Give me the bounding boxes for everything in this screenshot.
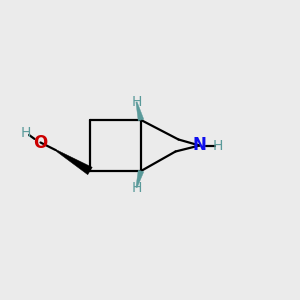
Polygon shape (55, 149, 92, 175)
Polygon shape (136, 102, 144, 121)
Text: H: H (20, 126, 31, 140)
Text: H: H (131, 95, 142, 109)
Text: N: N (193, 136, 206, 154)
Text: H: H (131, 181, 142, 194)
Polygon shape (136, 170, 144, 188)
Text: H: H (212, 139, 223, 152)
Text: O: O (33, 134, 48, 152)
